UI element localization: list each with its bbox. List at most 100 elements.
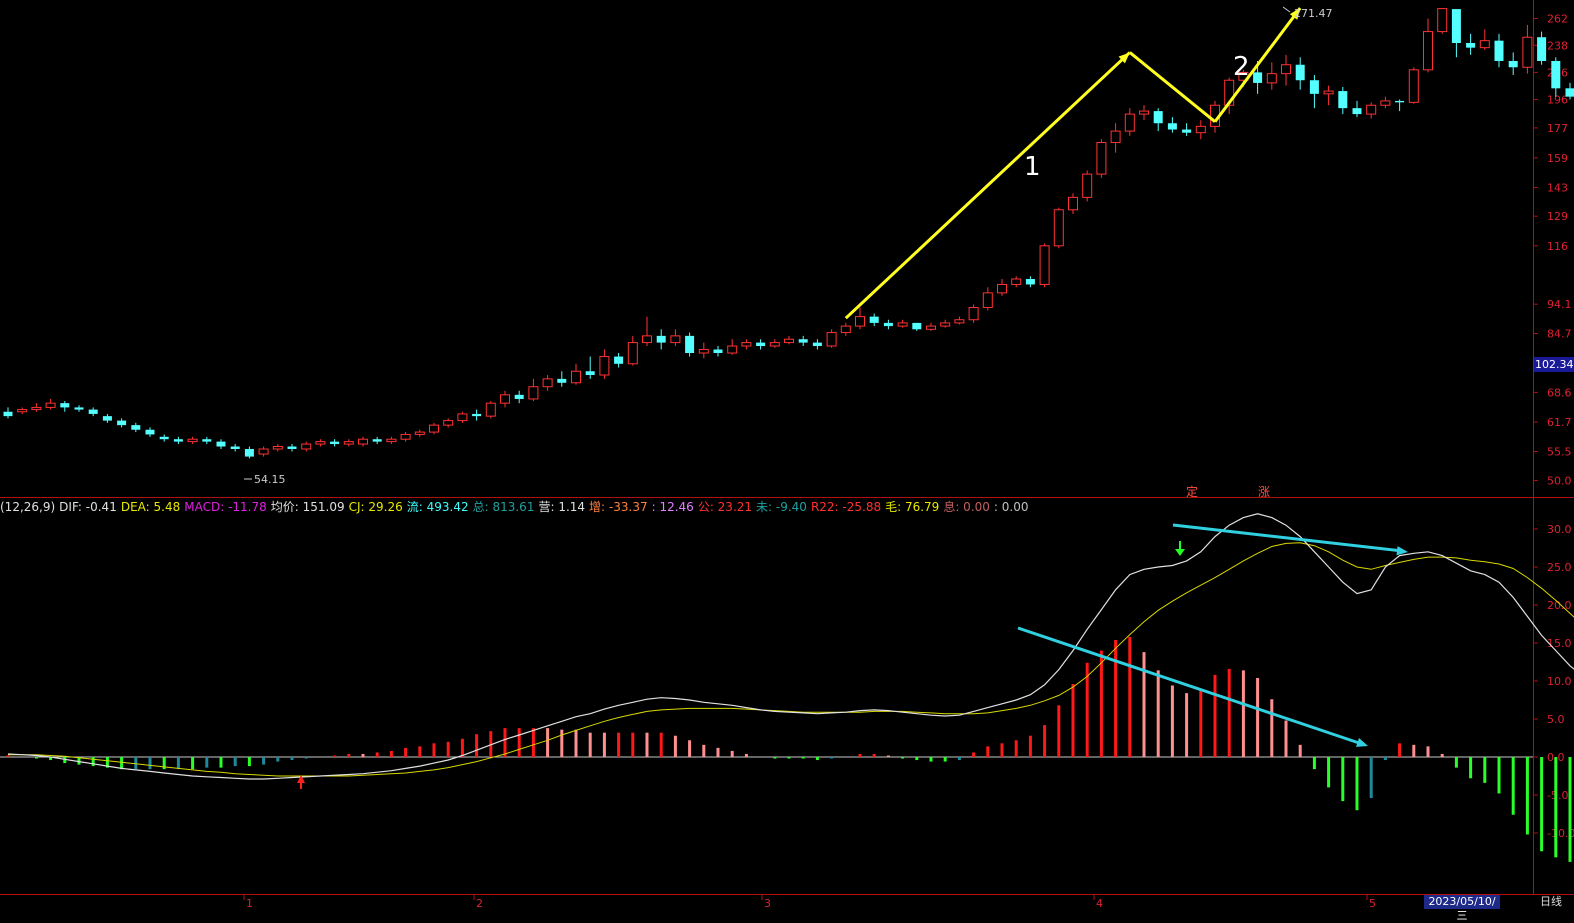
candle-body bbox=[1097, 142, 1106, 174]
price-tick-label: 50.0 bbox=[1547, 475, 1572, 488]
candle bbox=[856, 307, 865, 329]
candle bbox=[955, 317, 964, 325]
indicator-value: 毛: 76.79 bbox=[885, 500, 939, 514]
candle-body bbox=[884, 323, 893, 326]
candle-body bbox=[415, 432, 424, 434]
candle-body bbox=[259, 449, 268, 454]
candle bbox=[373, 437, 382, 444]
candle-body bbox=[1523, 37, 1532, 67]
candle bbox=[1353, 101, 1362, 117]
candle-body bbox=[430, 425, 439, 432]
candle-body bbox=[302, 444, 311, 449]
candle-body bbox=[756, 343, 765, 346]
macd-tick-label: 25.0 bbox=[1547, 561, 1572, 574]
candle bbox=[1409, 67, 1418, 104]
candle bbox=[18, 407, 27, 414]
price-tick-label: 55.5 bbox=[1547, 445, 1572, 458]
candle-body bbox=[998, 284, 1007, 292]
candle bbox=[444, 418, 453, 427]
candle-body bbox=[458, 414, 467, 421]
candle bbox=[742, 339, 751, 349]
candle-body bbox=[1495, 41, 1504, 61]
candle-body bbox=[1338, 91, 1347, 108]
candle bbox=[160, 434, 169, 441]
candle-body bbox=[870, 317, 879, 323]
price-tick-label: 84.7 bbox=[1547, 328, 1572, 341]
date-label: 2023/05/10/三 bbox=[1424, 895, 1500, 909]
candle bbox=[458, 412, 467, 423]
candle-body bbox=[188, 439, 197, 441]
candle bbox=[415, 430, 424, 437]
candle bbox=[983, 287, 992, 310]
candle-body bbox=[316, 442, 325, 444]
candle-body bbox=[529, 387, 538, 399]
time-tick-label: 1 bbox=[246, 897, 253, 910]
candle-body bbox=[75, 407, 84, 409]
candle-body bbox=[983, 293, 992, 308]
candle bbox=[671, 329, 680, 346]
candle-body bbox=[32, 407, 41, 409]
candle bbox=[785, 336, 794, 344]
candle-body bbox=[174, 439, 183, 441]
price-tick-label: 177 bbox=[1547, 122, 1568, 135]
candle-body bbox=[728, 346, 737, 353]
indicator-value: DIF: -0.41 bbox=[59, 500, 117, 514]
candle bbox=[998, 279, 1007, 296]
indicator-value: R22: -25.88 bbox=[811, 500, 881, 514]
candle bbox=[501, 391, 510, 408]
candle-body bbox=[18, 410, 27, 412]
high-mark: 271.47 bbox=[1294, 7, 1333, 20]
time-tick-label: 3 bbox=[764, 897, 771, 910]
candle-body bbox=[586, 371, 595, 375]
candle bbox=[316, 439, 325, 446]
candle bbox=[1097, 139, 1106, 178]
candle bbox=[1367, 102, 1376, 118]
candle bbox=[1012, 276, 1021, 287]
candle bbox=[1296, 57, 1305, 89]
candle bbox=[1054, 208, 1063, 249]
candle bbox=[1537, 32, 1546, 65]
candle bbox=[4, 407, 13, 418]
candle-body bbox=[1267, 74, 1276, 83]
candle-body bbox=[557, 379, 566, 383]
candle bbox=[1069, 193, 1078, 214]
candle bbox=[486, 401, 495, 418]
indicator-value: 营: 1.14 bbox=[538, 500, 585, 514]
candle bbox=[1125, 108, 1134, 136]
candle bbox=[330, 439, 339, 446]
candle-body bbox=[1509, 61, 1518, 67]
candle-body bbox=[841, 326, 850, 332]
candle-body bbox=[714, 349, 723, 353]
candle bbox=[1338, 87, 1347, 114]
candle bbox=[841, 323, 850, 336]
candle-body bbox=[643, 336, 652, 343]
candle-body bbox=[1253, 72, 1262, 83]
indicator-value: 增: -33.37 bbox=[589, 500, 648, 514]
candle-body bbox=[1154, 111, 1163, 123]
time-tick-label: 2 bbox=[476, 897, 483, 910]
candle-body bbox=[600, 357, 609, 375]
macd-tick-label: 30.0 bbox=[1547, 523, 1572, 536]
candle bbox=[174, 437, 183, 444]
candle bbox=[529, 379, 538, 401]
candle-body bbox=[799, 339, 808, 342]
candlestick-series bbox=[4, 8, 1574, 458]
candle bbox=[245, 447, 254, 459]
candle-body bbox=[1125, 114, 1134, 131]
candle bbox=[302, 442, 311, 452]
candle-body bbox=[1395, 101, 1404, 102]
candle-body bbox=[1381, 101, 1390, 105]
candle-body bbox=[1452, 9, 1461, 43]
candle bbox=[941, 320, 950, 328]
candle-body bbox=[1140, 111, 1149, 114]
macd-lines bbox=[8, 514, 1574, 779]
candle bbox=[387, 437, 396, 444]
candle bbox=[1424, 19, 1433, 73]
candle-body bbox=[146, 430, 155, 435]
candle bbox=[1466, 34, 1475, 55]
candle-body bbox=[671, 336, 680, 343]
current-price-flag: 102.34 bbox=[1534, 357, 1574, 372]
macd-tick-label: 10.0 bbox=[1547, 675, 1572, 688]
macd-tick-label: -5.0 bbox=[1547, 789, 1568, 802]
